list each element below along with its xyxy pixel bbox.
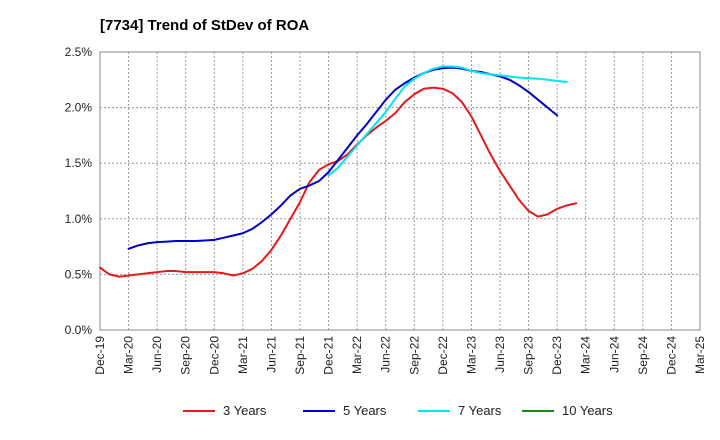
x-tick-label: Dec-22: [436, 336, 450, 375]
x-tick-label: Sep-23: [522, 336, 536, 375]
x-tick-label: Sep-22: [407, 336, 421, 375]
x-tick-label: Mar-24: [579, 336, 593, 374]
legend-label-3-years: 3 Years: [223, 403, 267, 418]
legend-label-5-years: 5 Years: [343, 403, 387, 418]
x-tick-label: Mar-21: [236, 336, 250, 374]
x-tick-label: Mar-25: [693, 336, 707, 374]
x-tick-label: Mar-22: [350, 336, 364, 374]
x-tick-label: Jun-21: [264, 336, 278, 373]
y-tick-label: 0.5%: [65, 267, 93, 281]
x-tick-label: Jun-23: [493, 336, 507, 373]
x-tick-label: Dec-19: [93, 336, 107, 375]
y-tick-label: 1.5%: [65, 156, 93, 170]
y-axis-ticks: 0.0% 0.5% 1.0% 1.5% 2.0% 2.5%: [65, 45, 93, 337]
legend: 3 Years 5 Years 7 Years 10 Years: [183, 403, 613, 418]
chart-title: [7734] Trend of StDev of ROA: [100, 17, 309, 34]
x-tick-label: Mar-20: [122, 336, 136, 374]
plot-area: [99, 51, 701, 331]
x-tick-label: Mar-23: [464, 336, 478, 374]
x-tick-label: Jun-24: [607, 336, 621, 373]
y-tick-label: 1.0%: [65, 212, 93, 226]
series-line-7-years: [327, 65, 568, 177]
legend-label-7-years: 7 Years: [458, 403, 502, 418]
x-tick-label: Sep-20: [179, 336, 193, 375]
x-tick-label: Sep-21: [293, 336, 307, 375]
x-axis-ticks: Dec-19 Mar-20 Jun-20 Sep-20 Dec-20 Mar-21 Jun-…: [93, 336, 707, 375]
x-tick-label: Dec-23: [550, 336, 564, 375]
x-tick-label: Dec-21: [322, 336, 336, 375]
y-tick-label: 2.5%: [65, 45, 93, 59]
y-tick-label: 2.0%: [65, 101, 93, 115]
x-tick-label: Jun-20: [150, 336, 164, 373]
legend-label-10-years: 10 Years: [562, 403, 613, 418]
x-tick-label: Dec-24: [664, 336, 678, 375]
series-lines: [99, 65, 578, 278]
y-tick-label: 0.0%: [65, 323, 93, 337]
x-tick-label: Jun-22: [379, 336, 393, 373]
x-tick-label: Dec-20: [207, 336, 221, 375]
x-tick-label: Sep-24: [636, 336, 650, 375]
